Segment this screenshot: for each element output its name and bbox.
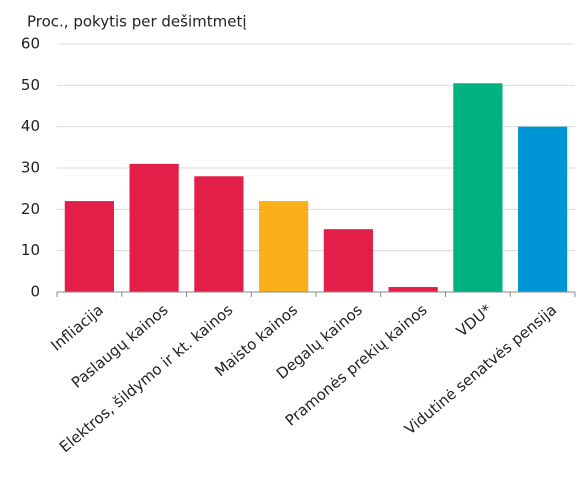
y-tick-label: 0 bbox=[30, 283, 40, 301]
x-tick-label: Infliacija bbox=[47, 301, 106, 355]
x-tick-label: VDU* bbox=[453, 300, 496, 340]
bar bbox=[323, 229, 373, 292]
bar bbox=[259, 201, 309, 292]
chart-title: Proc., pokytis per dešimtmetį bbox=[27, 13, 247, 31]
y-tick-label: 10 bbox=[21, 241, 40, 259]
y-tick-label: 20 bbox=[21, 200, 40, 218]
bar bbox=[518, 126, 568, 293]
bar bbox=[129, 163, 179, 292]
bar bbox=[194, 176, 244, 292]
y-tick-label: 30 bbox=[21, 159, 40, 177]
y-tick-label: 50 bbox=[21, 76, 40, 94]
bar bbox=[64, 201, 114, 292]
y-tick-label: 40 bbox=[21, 117, 40, 135]
bar bbox=[453, 83, 503, 293]
y-tick-label: 60 bbox=[21, 35, 40, 53]
bar bbox=[388, 287, 438, 292]
